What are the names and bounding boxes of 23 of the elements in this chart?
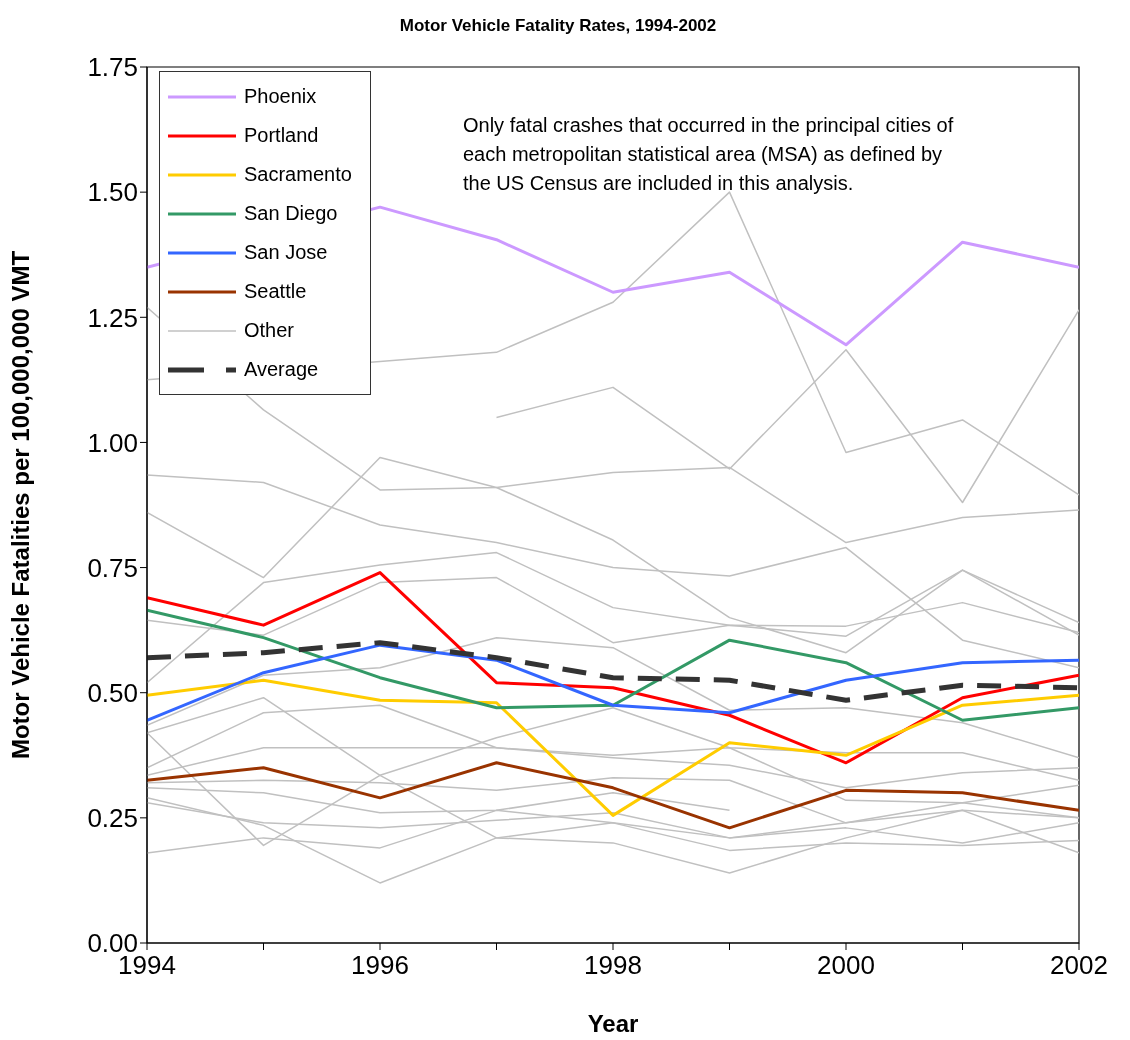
legend-label: San Diego [244, 202, 338, 225]
legend-label: Phoenix [244, 85, 317, 108]
legend-label: Average [244, 358, 319, 381]
legend-label: Sacramento [244, 163, 352, 186]
y-tick-label: 1.00 [87, 427, 138, 458]
legend-label: San Jose [244, 241, 328, 264]
x-tick-label: 2002 [1050, 950, 1108, 981]
chart-title: Motor Vehicle Fatality Rates, 1994-2002 [398, 16, 718, 36]
x-tick-label: 2000 [817, 950, 875, 981]
x-tick-label: 1996 [351, 950, 409, 981]
y-axis-title: Motor Vehicle Fatalities per 100,000,000 VMT [6, 250, 34, 760]
x-tick-label: 1998 [584, 950, 642, 981]
annotation: Only fatal crashes that occurred in the principal cities of each metropolitan statistical area (MSA) as defined by the US Census are included in this analysis. [463, 113, 955, 196]
y-tick-label: 0.50 [87, 677, 138, 708]
y-tick-label: 1.75 [87, 52, 138, 83]
legend-label: Other [244, 319, 295, 342]
y-tick-label: 0.25 [87, 803, 138, 834]
y-tick-label: 1.25 [87, 302, 138, 333]
legend-label: Seattle [244, 280, 307, 303]
y-tick-label: 0.75 [87, 552, 138, 583]
y-tick-label: 1.50 [87, 177, 138, 208]
legend-label: Portland [244, 124, 319, 147]
x-axis-title: Year [587, 1010, 639, 1037]
